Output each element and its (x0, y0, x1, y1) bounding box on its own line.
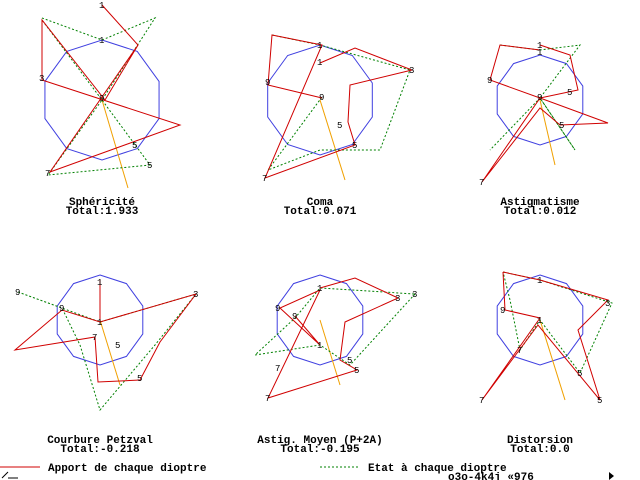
point-label: 3 (39, 74, 44, 84)
point-label: 5 (354, 366, 359, 376)
panel-total: Total:0.071 (284, 206, 357, 218)
panel-title: Astigmatisme (500, 197, 580, 209)
axis-line (539, 99, 556, 166)
reference-decagon (267, 44, 373, 156)
state-line (41, 16, 157, 176)
point-label: 3 (409, 66, 414, 76)
point-label: 7 (517, 346, 522, 356)
point-label: 9 (292, 312, 297, 322)
point-label: 7 (275, 364, 280, 374)
state-line (253, 287, 416, 366)
panel-title: Distorsion (507, 435, 573, 447)
legend-state: Etat à chaque dioptre (368, 463, 507, 475)
point-label: 5 (137, 374, 142, 384)
increment-line (481, 271, 609, 401)
reference-decagon (496, 54, 584, 146)
increment-line (13, 280, 198, 383)
axis-line (319, 319, 341, 386)
point-label: 5 (567, 88, 572, 98)
point-label: 9 (275, 304, 280, 314)
point-label: 7 (45, 169, 50, 179)
point-label: 3 (605, 299, 610, 309)
point-label: 3 (412, 290, 417, 300)
point-label: 1 (97, 278, 102, 288)
point-label: 5 (559, 121, 564, 131)
status-text: o3o-4k4j «976 (448, 472, 534, 480)
panel-total: Total:-0.195 (280, 444, 360, 456)
point-label: 1 (99, 1, 104, 11)
axis-line (319, 99, 346, 181)
point-label: 1 (317, 341, 322, 351)
reference-decagon (44, 39, 160, 161)
point-label: 9 (99, 94, 104, 104)
point-label: 1 (537, 41, 542, 51)
point-label: 5 (115, 341, 120, 351)
panel-title: Courbure Petzval (47, 435, 153, 447)
point-label: 5 (132, 141, 137, 151)
point-label: 9 (319, 93, 324, 103)
point-label: 1 (97, 318, 102, 328)
point-label: 1 (537, 316, 542, 326)
point-label: 5 (347, 356, 352, 366)
point-label: 7 (262, 174, 267, 184)
point-label: 7 (265, 394, 270, 404)
panel-total: Total:-0.218 (60, 444, 140, 456)
increment-line (264, 34, 414, 179)
point-label: 7 (479, 396, 484, 406)
point-label: 1 (537, 276, 542, 286)
point-label: 9 (15, 288, 20, 298)
panel-title: Coma (307, 197, 334, 209)
point-label: 5 (337, 121, 342, 131)
corner-glyph (1, 471, 18, 479)
point-label: 5 (352, 141, 357, 151)
panel-total: Total:0.012 (504, 206, 577, 218)
point-label: 3 (395, 294, 400, 304)
point-label: 9 (537, 93, 542, 103)
axis-line (539, 319, 566, 401)
point-label: 7 (92, 333, 97, 343)
point-label: 9 (487, 76, 492, 86)
point-label: 1 (537, 48, 542, 58)
reference-decagon (56, 274, 144, 366)
point-label: 5 (597, 396, 602, 406)
increment-line (481, 44, 609, 183)
point-label: 9 (500, 306, 505, 316)
point-label: 3 (193, 290, 198, 300)
increment-line (267, 277, 400, 399)
panel-title: Sphéricité (69, 197, 135, 209)
scroll-arrow[interactable] (609, 472, 614, 480)
axis-line (99, 319, 121, 386)
point-label: 1 (317, 58, 322, 68)
point-label: 5 (577, 369, 582, 379)
legend-increment: Apport de chaque dioptre (48, 463, 207, 475)
panel-title: Astig. Moyen (P+2A) (257, 435, 382, 447)
panel-total: Total:0.0 (510, 444, 569, 456)
axis-line (101, 99, 129, 189)
point-label: 1 (99, 36, 104, 46)
point-label: 9 (265, 78, 270, 88)
state-line (17, 291, 198, 412)
point-label: 9 (59, 304, 64, 314)
point-label: 1 (317, 41, 322, 51)
point-label: 1 (317, 284, 322, 294)
panel-total: Total:1.933 (66, 206, 139, 218)
reference-decagon (496, 274, 584, 366)
point-label: 5 (147, 161, 152, 171)
increment-line (41, 4, 182, 174)
reference-decagon (276, 274, 364, 366)
point-label: 7 (479, 178, 484, 188)
